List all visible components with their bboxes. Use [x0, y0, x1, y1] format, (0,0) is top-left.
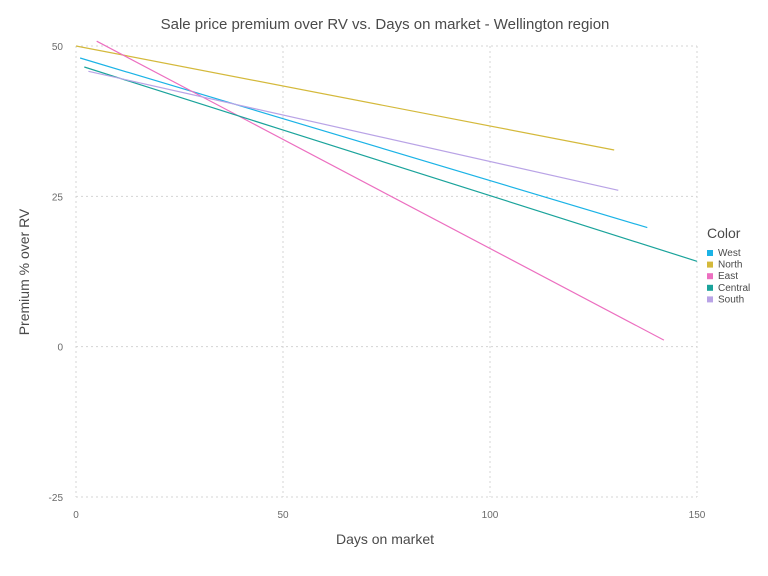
legend-swatch-west	[707, 250, 713, 256]
series-line-central	[84, 66, 698, 262]
x-axis-label: Days on market	[336, 531, 434, 547]
y-axis-ticks: -25 0 25 50	[49, 42, 64, 504]
series-line-north	[75, 45, 615, 151]
x-tick-label: 0	[73, 510, 79, 521]
x-axis-ticks: 0 50 100 150	[73, 510, 706, 521]
x-tick-label: 100	[482, 510, 499, 521]
series-line-west	[79, 57, 648, 229]
legend-label-west: West	[718, 248, 741, 259]
legend-swatch-central	[707, 284, 713, 291]
chart-title: Sale price premium over RV vs. Days on m…	[161, 16, 610, 33]
grid	[75, 45, 698, 498]
y-tick-label: 25	[52, 192, 64, 203]
x-tick-label: 50	[277, 510, 289, 521]
legend-label-south: South	[718, 294, 744, 305]
legend-swatch-north	[707, 261, 713, 268]
legend-swatch-south	[707, 296, 713, 303]
legend-label-east: East	[718, 271, 738, 282]
series-line-east	[96, 40, 665, 341]
y-tick-label: 0	[57, 343, 63, 354]
y-axis-label: Premium % over RV	[16, 208, 32, 335]
x-tick-label: 150	[689, 510, 706, 521]
legend-swatch-east	[707, 273, 713, 280]
legend-title: Color	[707, 225, 741, 241]
legend-label-north: North	[718, 260, 742, 271]
series-lines	[75, 40, 698, 341]
y-tick-label: -25	[49, 493, 64, 504]
y-tick-label: 50	[52, 42, 64, 53]
series-line-south	[88, 70, 619, 191]
legend-label-central: Central	[718, 283, 750, 294]
